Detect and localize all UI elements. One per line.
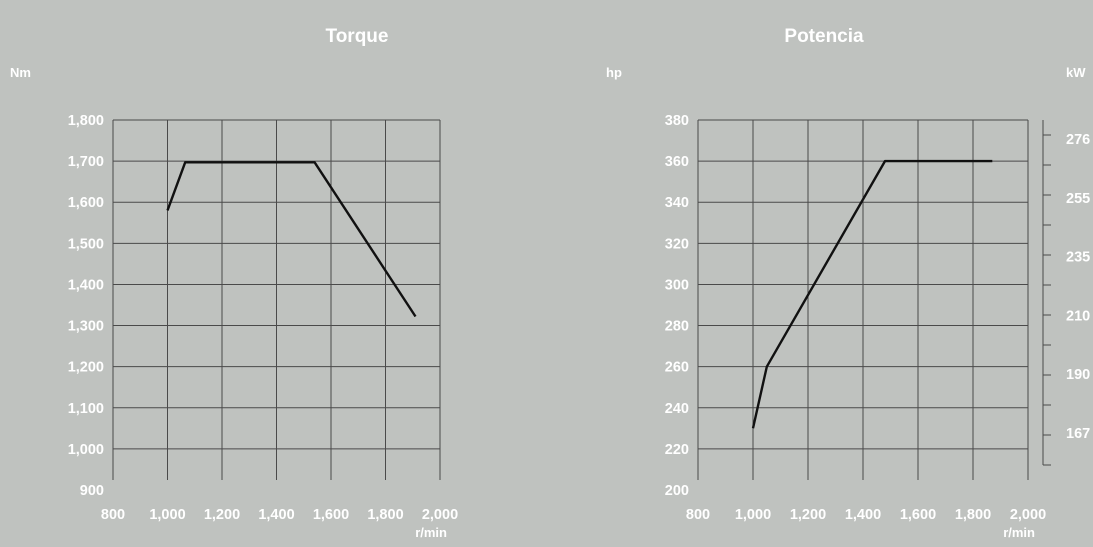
y-tick-label: 300 xyxy=(665,277,689,293)
x-tick-label: 800 xyxy=(686,507,710,523)
x-tick-label: 1,200 xyxy=(790,507,826,523)
y2-axis-unit-label: kW xyxy=(1066,65,1086,80)
y-axis-unit-label: Nm xyxy=(10,65,31,80)
x-axis-unit-label: r/min xyxy=(1003,525,1035,540)
x-tick-label: 1,400 xyxy=(258,507,294,523)
x-tick-label: 2,000 xyxy=(1010,507,1046,523)
y-tick-label: 280 xyxy=(665,319,689,335)
y-tick-label: 1,300 xyxy=(68,319,104,335)
y-axis-unit-label: hp xyxy=(606,65,622,80)
torque-chart: Torque Nm r/min 800 1,000 1,200 1,400 1,600 1,80… xyxy=(10,26,458,540)
chart-title: Potencia xyxy=(784,26,864,47)
series-line xyxy=(166,161,417,318)
y-tick-label: 1,600 xyxy=(68,195,104,211)
x-tick-label: 1,400 xyxy=(845,507,881,523)
y2-tick-label: 210 xyxy=(1066,308,1090,324)
y-tick-label: 1,700 xyxy=(68,154,104,170)
y2-tick-label: 276 xyxy=(1066,132,1090,148)
x-tick-label: 1,000 xyxy=(735,507,771,523)
y-tick-label: 1,100 xyxy=(68,401,104,417)
y-tick-label: 220 xyxy=(665,442,689,458)
y-tick-label: 380 xyxy=(665,113,689,129)
x-tick-label: 1,000 xyxy=(149,507,185,523)
y-tick-label: 1,800 xyxy=(68,113,104,129)
y-tick-label: 1,000 xyxy=(68,442,104,458)
y2-tick-label: 255 xyxy=(1066,191,1090,207)
x-tick-label: 1,600 xyxy=(900,507,936,523)
y2-tick-label: 190 xyxy=(1066,367,1090,383)
y2-tick-label: 235 xyxy=(1066,250,1090,266)
x-tick-label: 1,800 xyxy=(367,507,403,523)
y-tick-label: 340 xyxy=(665,195,689,211)
y-tick-label: 1,400 xyxy=(68,277,104,293)
x-tick-label: 1,800 xyxy=(955,507,991,523)
y-tick-label: 1,200 xyxy=(68,360,104,376)
x-tick-label: 800 xyxy=(101,507,125,523)
y-tick-label: 260 xyxy=(665,360,689,376)
series-line xyxy=(751,159,993,429)
y-tick-label: 360 xyxy=(665,154,689,170)
y2-tick-label: 167 xyxy=(1066,426,1090,442)
x-tick-label: 1,600 xyxy=(313,507,349,523)
y-tick-label: 1,500 xyxy=(68,236,104,252)
y-tick-label: 240 xyxy=(665,401,689,417)
chart-title: Torque xyxy=(326,26,389,47)
y-tick-label: 200 xyxy=(665,483,689,499)
x-axis-unit-label: r/min xyxy=(415,525,447,540)
y-tick-label: 900 xyxy=(80,483,104,499)
power-chart: Potencia hp r/min 800 1,000 1,200 1,400 1,600 1,… xyxy=(606,26,1090,540)
y-tick-label: 320 xyxy=(665,236,689,252)
x-tick-label: 1,200 xyxy=(204,507,240,523)
x-tick-label: 2,000 xyxy=(422,507,458,523)
